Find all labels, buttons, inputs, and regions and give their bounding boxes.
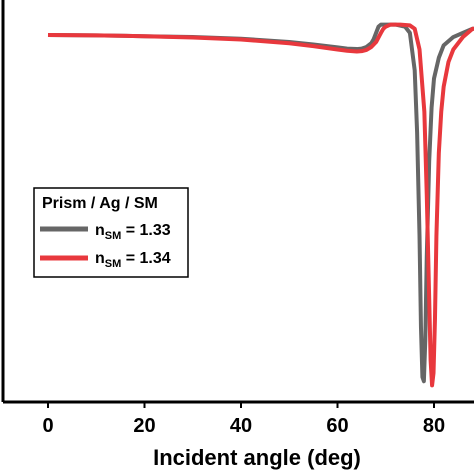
legend-title: Prism / Ag / SM xyxy=(42,195,158,212)
legend-label-2: nSM = 1.34 xyxy=(95,250,171,270)
x-tick-label-40: 40 xyxy=(230,415,252,437)
x-tick-label-20: 20 xyxy=(133,415,155,437)
legend-label-1-rest: = 1.33 xyxy=(121,222,170,239)
x-axis-title: Incident angle (deg) xyxy=(153,445,361,470)
legend-label-1-main: n xyxy=(95,222,105,239)
x-tick-label-60: 60 xyxy=(326,415,348,437)
legend-label-1: nSM = 1.33 xyxy=(95,222,171,242)
x-tick-label-80: 80 xyxy=(423,415,445,437)
legend: Prism / Ag / SM nSM = 1.33 nSM = 1.34 xyxy=(33,187,189,278)
x-tick-label-0: 0 xyxy=(42,415,53,437)
legend-label-2-rest: = 1.34 xyxy=(121,250,170,267)
legend-label-2-main: n xyxy=(95,250,105,267)
legend-box xyxy=(33,187,189,278)
series-line-2 xyxy=(47,22,474,388)
legend-label-2-sub: SM xyxy=(105,258,122,270)
legend-label-1-sub: SM xyxy=(105,230,122,242)
